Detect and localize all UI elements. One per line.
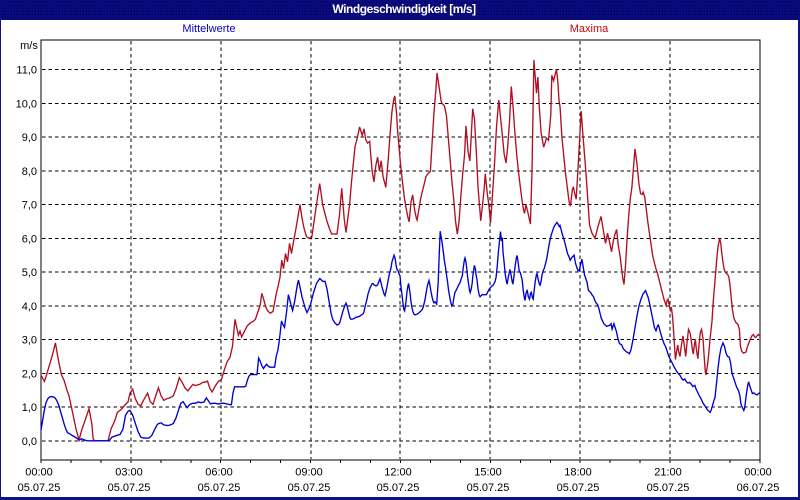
svg-text:0,0: 0,0 (22, 436, 37, 448)
svg-text:00:00: 00:00 (744, 467, 772, 479)
svg-text:Mittelwerte: Mittelwerte (182, 23, 235, 35)
svg-text:21:00: 21:00 (654, 467, 682, 479)
svg-text:5,0: 5,0 (22, 267, 37, 279)
svg-text:15:00: 15:00 (474, 467, 502, 479)
svg-text:00:00: 00:00 (25, 467, 53, 479)
svg-text:05.07.25: 05.07.25 (557, 482, 600, 494)
svg-text:1,0: 1,0 (22, 402, 37, 414)
svg-text:3,0: 3,0 (22, 335, 37, 347)
svg-text:06:00: 06:00 (205, 467, 233, 479)
svg-text:4,0: 4,0 (22, 301, 37, 313)
svg-text:06.07.25: 06.07.25 (737, 482, 780, 494)
svg-text:05.07.25: 05.07.25 (288, 482, 331, 494)
svg-text:05.07.25: 05.07.25 (108, 482, 151, 494)
svg-text:8,0: 8,0 (22, 166, 37, 178)
svg-text:05.07.25: 05.07.25 (198, 482, 241, 494)
svg-text:m/s: m/s (20, 40, 38, 52)
svg-text:9,0: 9,0 (22, 132, 37, 144)
svg-text:12:00: 12:00 (384, 467, 412, 479)
svg-text:2,0: 2,0 (22, 368, 37, 380)
svg-text:18:00: 18:00 (564, 467, 592, 479)
svg-text:05.07.25: 05.07.25 (377, 482, 420, 494)
svg-text:05.07.25: 05.07.25 (18, 482, 61, 494)
svg-text:09:00: 09:00 (295, 467, 323, 479)
svg-text:7,0: 7,0 (22, 200, 37, 212)
svg-text:Maxima: Maxima (570, 23, 609, 35)
svg-text:6,0: 6,0 (22, 233, 37, 245)
svg-text:05.07.25: 05.07.25 (467, 482, 510, 494)
svg-text:05.07.25: 05.07.25 (647, 482, 690, 494)
svg-text:10,0: 10,0 (16, 98, 37, 110)
svg-text:11,0: 11,0 (16, 65, 37, 77)
svg-text:03:00: 03:00 (115, 467, 143, 479)
